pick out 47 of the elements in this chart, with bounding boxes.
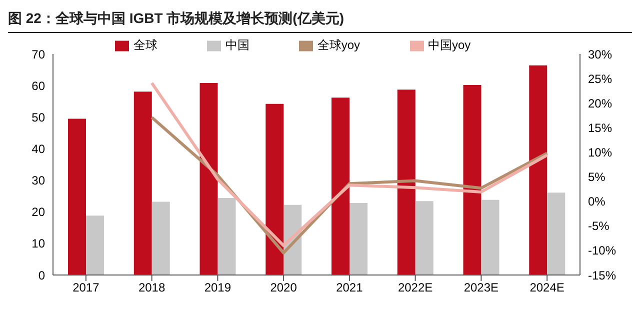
bar (218, 198, 236, 275)
legend-label: 中国yoy (428, 38, 471, 52)
bar (332, 98, 350, 275)
y-tick-label: 0 (38, 268, 46, 282)
bar (68, 118, 86, 275)
y2-tick-label: 20% (588, 96, 612, 110)
y2-tick-label: -15% (588, 268, 616, 282)
chart-title: 图 22：全球与中国 IGBT 市场规模及增长预测(亿美元) (8, 8, 632, 33)
bar (415, 201, 434, 275)
y2-tick-label: -10% (588, 244, 616, 258)
y2-tick-label: 15% (588, 120, 612, 135)
y2-tick-label: 10% (588, 145, 612, 160)
x-tick-label: 2023E (464, 280, 499, 295)
y-tick-label: 10 (32, 236, 46, 251)
y2-tick-label: 5% (588, 170, 606, 184)
bar (463, 84, 482, 275)
y-tick-label: 20 (32, 205, 46, 220)
x-tick-label: 2019 (204, 280, 232, 295)
bar (481, 200, 500, 275)
bar (266, 104, 284, 275)
bar (134, 92, 152, 275)
x-tick-label: 2024E (530, 280, 564, 295)
y2-tick-label: 30% (588, 47, 612, 62)
y-tick-label: 30 (32, 174, 46, 188)
legend-label: 中国 (225, 38, 250, 52)
y-tick-label: 70 (32, 47, 46, 62)
y-tick-label: 60 (32, 78, 46, 93)
y2-tick-label: 25% (588, 72, 612, 86)
x-tick-label: 2021 (336, 280, 364, 295)
y-tick-label: 40 (32, 142, 46, 156)
legend-label: 全球yoy (317, 38, 360, 52)
x-tick-label: 2017 (72, 280, 100, 295)
bar (529, 65, 548, 275)
y-tick-label: 50 (32, 110, 46, 124)
line-series (150, 81, 549, 248)
legend-label: 全球 (133, 38, 158, 52)
bar (152, 202, 170, 275)
x-tick-label: 2020 (270, 280, 298, 295)
bar (86, 216, 104, 275)
bar (350, 203, 368, 275)
bar (547, 192, 566, 275)
x-tick-label: 2022E (398, 280, 433, 295)
bar (200, 83, 218, 275)
x-tick-label: 2018 (138, 280, 166, 295)
y2-tick-label: -5% (588, 219, 610, 234)
y2-tick-label: 0% (588, 194, 606, 209)
bar (397, 90, 416, 275)
